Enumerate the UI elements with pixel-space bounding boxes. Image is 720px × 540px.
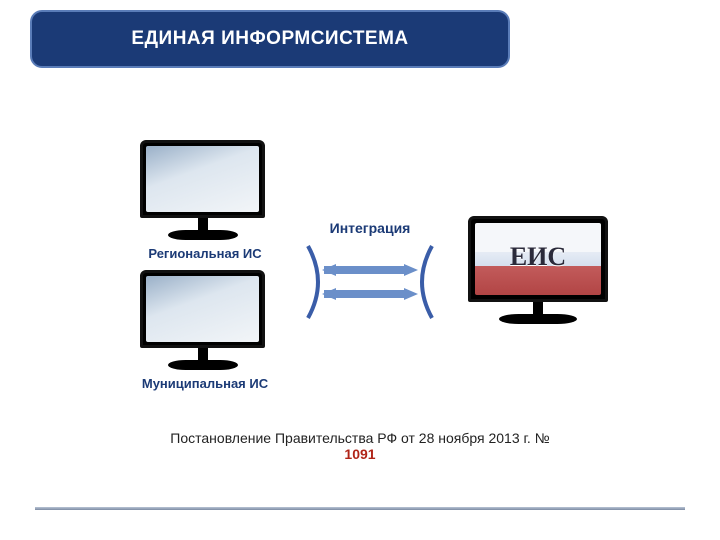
label-regional: Региональная ИС: [120, 246, 290, 261]
eis-label: ЕИС: [510, 242, 566, 272]
monitor-stand-base: [168, 230, 238, 240]
monitor-stand-neck: [198, 218, 208, 230]
monitor-municipal-screen: [140, 270, 265, 348]
label-integration: Интеграция: [300, 220, 440, 236]
footer-prefix: Постановление Правительства РФ от 28 ноя…: [170, 430, 549, 446]
monitor-eis-screen: ЕИС: [468, 216, 608, 302]
page-title: ЕДИНАЯ ИНФОРМСИСТЕМА: [131, 28, 408, 50]
footer-citation: Постановление Правительства РФ от 28 ноя…: [60, 430, 660, 462]
page-title-bar: ЕДИНАЯ ИНФОРМСИСТЕМА: [30, 10, 510, 68]
label-municipal: Муниципальная ИС: [120, 376, 290, 391]
monitor-municipal: [140, 270, 265, 370]
integration-connectors-icon: [300, 242, 440, 322]
monitor-regional: [140, 140, 265, 240]
monitor-regional-screen: [140, 140, 265, 218]
monitor-eis: ЕИС: [468, 216, 608, 324]
bottom-divider: [35, 507, 685, 510]
monitor-stand-neck: [533, 302, 543, 314]
monitor-stand-neck: [198, 348, 208, 360]
eis-screen-content: ЕИС: [475, 223, 601, 295]
monitor-stand-base: [499, 314, 577, 324]
monitor-stand-base: [168, 360, 238, 370]
footer-number: 1091: [344, 446, 375, 462]
